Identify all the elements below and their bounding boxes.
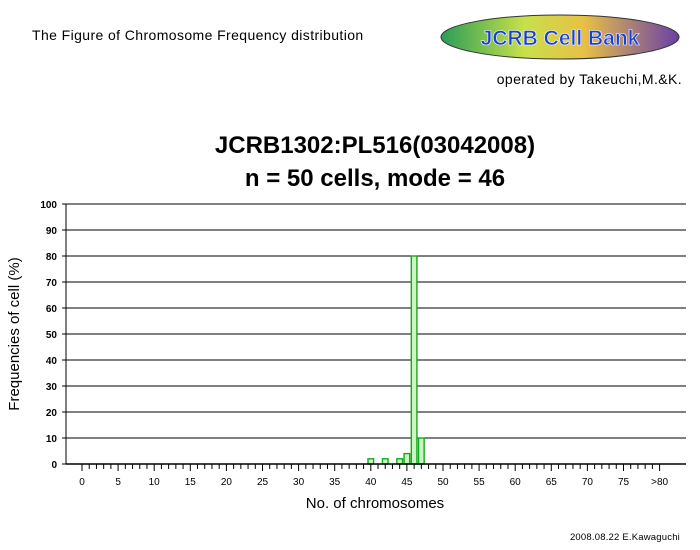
gridlines	[66, 203, 686, 439]
bar-45	[403, 452, 411, 465]
y-tick-label: 20	[46, 408, 58, 419]
jcrb-logo: JCRB Cell Bank	[440, 14, 680, 60]
x-tick-label: 60	[510, 477, 522, 488]
x-tick-label: 5	[115, 477, 121, 488]
x-tick-label: 15	[185, 477, 197, 488]
chart-subtitle: n = 50 cells, mode = 46	[245, 165, 505, 192]
x-tick-label: 25	[257, 477, 269, 488]
x-tick-label: 50	[437, 477, 449, 488]
y-tick-label: 100	[40, 200, 57, 211]
y-tick-label: 60	[46, 304, 58, 315]
x-axis-label: No. of chromosomes	[306, 495, 444, 512]
x-tick-label: >80	[651, 477, 668, 488]
x-tick-label: 40	[365, 477, 377, 488]
bar-42	[381, 458, 389, 465]
y-tick-label: 40	[46, 356, 58, 367]
x-tick-label: 0	[79, 477, 85, 488]
y-tick-label: 90	[46, 226, 58, 237]
x-tick-label: 65	[546, 477, 558, 488]
x-tick-label: 70	[582, 477, 594, 488]
y-axis-ticks: 0 10 20 30 40 50 60 70 80 90 100	[40, 200, 66, 471]
y-tick-label: 10	[46, 434, 58, 445]
bar-47	[417, 437, 425, 465]
y-tick-label: 50	[46, 330, 58, 341]
bar-46	[410, 255, 418, 465]
bar-40	[367, 458, 375, 465]
x-axis-ticks: 0 5 10 15 20 25 30 35 40 45 50 55 60 65 70 75 >80	[79, 464, 669, 488]
y-tick-label: 0	[51, 460, 57, 471]
x-tick-label: 35	[329, 477, 341, 488]
y-tick-label: 80	[46, 252, 58, 263]
bar-44	[396, 458, 404, 465]
footer-credit: 2008.08.22 E.Kawaguchi	[569, 532, 680, 543]
x-tick-label: 10	[149, 477, 161, 488]
x-tick-label: 45	[401, 477, 413, 488]
logo-text: JCRB Cell Bank	[481, 27, 640, 50]
x-tick-label: 75	[618, 477, 630, 488]
page-header-title: The Figure of Chromosome Frequency distr…	[32, 27, 364, 43]
operator-credit: operated by Takeuchi,M.&K.	[496, 71, 682, 87]
x-tick-label: 20	[221, 477, 233, 488]
x-tick-label: 55	[474, 477, 486, 488]
chart-title: JCRB1302:PL516(03042008)	[215, 132, 535, 159]
y-axis-label: Frequencies of cell (%)	[6, 257, 23, 410]
y-tick-label: 30	[46, 382, 58, 393]
x-tick-label: 30	[293, 477, 305, 488]
y-tick-label: 70	[46, 278, 58, 289]
